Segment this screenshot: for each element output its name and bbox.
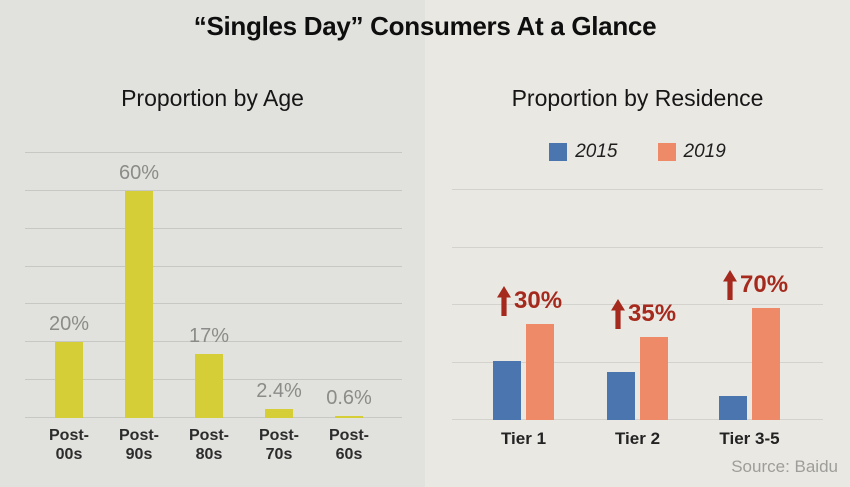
bar-2019-tier-3-5 [752,307,780,420]
gridline [25,189,402,191]
residence-chart-legend: 2015 2019 [425,140,850,164]
age-chart-category-axis: Post- 00s Post- 90s Post- 80s Post- 70s Post- 60s [25,426,402,470]
category-label-line: 90s [125,446,153,463]
legend-item-2019: 2019 [657,141,726,163]
legend-item-2015: 2015 [549,141,618,163]
bar-post-60s [335,415,363,418]
category-label-post-80s: Post- 80s [171,426,247,464]
gridline [25,227,402,229]
legend-label-2019: 2019 [683,141,726,162]
gridline [452,304,823,305]
category-label-line: 00s [55,446,83,463]
category-label-tier-3-5: Tier 3-5 [719,429,780,448]
bar-post-00s [55,342,83,418]
gridline [452,361,823,363]
bar-post-80s [195,353,223,418]
main-title: “Singles Day” Consumers At a Glance [193,11,657,41]
category-label-line: Post- [49,427,89,444]
legend-label-2015: 2015 [575,141,618,162]
bar-2015-tier-2 [607,371,635,420]
bar-post-70s [265,408,293,418]
gridline [25,303,402,305]
age-chart-plot: 20% 60% 17% 2.4% 0.6% [25,152,402,418]
growth-annotation-tier-2: 35% [611,299,677,330]
value-label-post-70s: 2.4% [256,379,302,402]
category-label-post-00s: Post- 00s [31,426,107,464]
category-label-post-70s: Post- 70s [241,426,317,464]
bar-post-90s [125,190,153,418]
category-label-post-90s: Post- 90s [101,426,177,464]
up-arrow-icon [611,299,625,330]
growth-annotation-text: 30% [514,286,563,314]
growth-annotation-text: 70% [740,270,789,298]
category-label-line: 70s [265,446,293,463]
category-label-line: 60s [335,446,363,463]
gridline [452,246,823,248]
gridline [25,341,402,343]
category-label-tier-2: Tier 2 [614,429,661,448]
legend-swatch-2019 [657,143,676,161]
gridline [25,265,402,267]
up-arrow-icon [723,269,737,300]
growth-annotation-text: 35% [628,300,677,328]
category-label-line: Post- [119,427,159,444]
bar-2015-tier-1 [493,360,521,420]
category-label-line: 80s [195,446,223,463]
bar-2019-tier-1 [526,323,554,420]
value-label-post-60s: 0.6% [326,386,372,409]
residence-chart-category-axis: Tier 1 Tier 2 Tier 3-5 [452,429,823,449]
source-note: Source: Baidu [731,457,838,476]
category-label-tier-1: Tier 1 [500,429,547,448]
value-label-post-00s: 20% [48,313,90,336]
residence-chart-plot: 30% 35% 70% [452,189,823,420]
category-label-line: Post- [259,427,299,444]
age-chart-title: Proportion by Age [121,85,304,111]
value-label-post-80s: 17% [188,324,230,347]
up-arrow-icon [497,285,511,316]
gridline [452,419,823,420]
legend-swatch-2015 [549,143,568,161]
growth-annotation-tier-3-5: 70% [723,269,789,300]
gridline [25,152,402,153]
residence-chart-title: Proportion by Residence [511,85,764,111]
bar-2019-tier-2 [640,337,668,420]
gridline [452,189,823,190]
category-label-post-60s: Post- 60s [311,426,387,464]
bar-2015-tier-3-5 [719,395,747,420]
growth-annotation-tier-1: 30% [497,285,563,316]
category-label-line: Post- [329,427,369,444]
value-label-post-90s: 60% [118,161,160,184]
category-label-line: Post- [189,427,229,444]
